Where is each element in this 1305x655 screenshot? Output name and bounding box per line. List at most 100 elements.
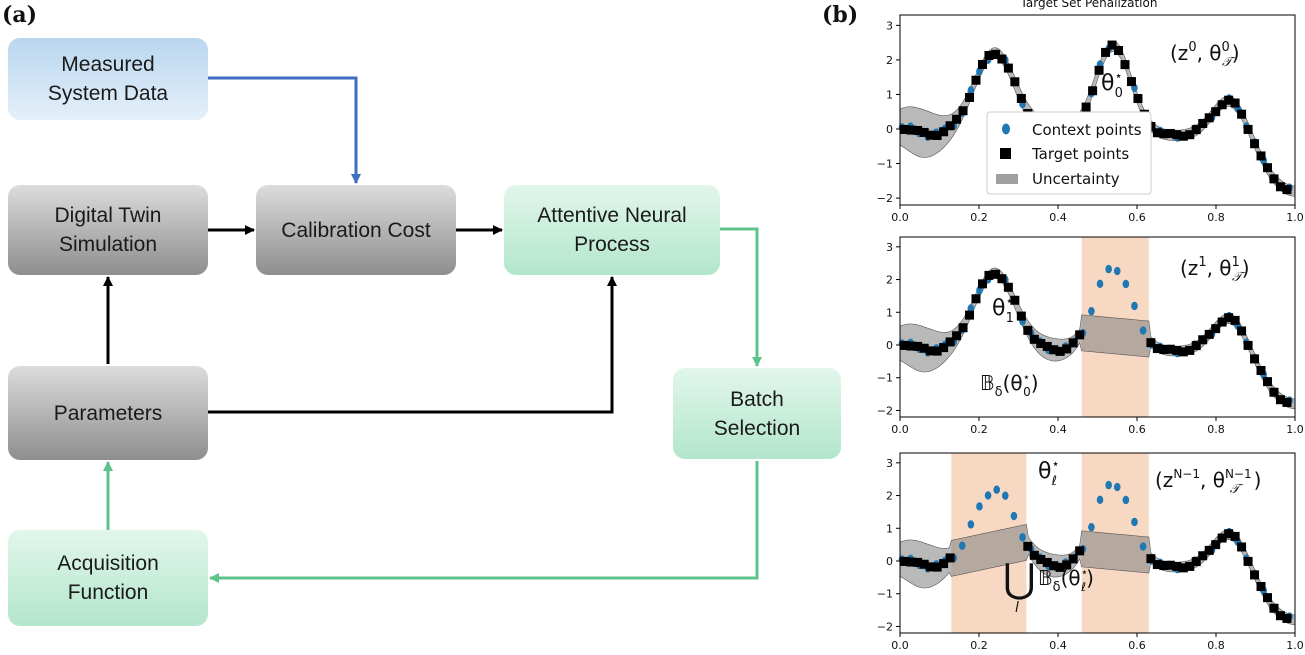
legend-context-label: Context points (1032, 121, 1142, 139)
y-tick-label: −2 (877, 404, 893, 417)
target-point (1075, 330, 1085, 340)
y-tick-label: 3 (886, 19, 893, 32)
target-point (1191, 125, 1201, 135)
target-point (990, 49, 1000, 59)
target-point (1036, 339, 1046, 349)
target-point (919, 127, 929, 137)
target-point (1243, 340, 1253, 350)
target-point (1185, 561, 1195, 571)
digital-twin-simulation-box: Digital Twin Simulation (8, 185, 208, 275)
target-point (1010, 295, 1020, 305)
flow-arrows (103, 76, 762, 583)
target-point (1120, 60, 1130, 70)
x-tick-label: 0.4 (1049, 211, 1067, 224)
target-point (900, 124, 910, 134)
target-point (945, 337, 955, 347)
target-point (1198, 335, 1208, 345)
target-point (1230, 98, 1240, 108)
context-point (1002, 491, 1009, 500)
target-point (1101, 47, 1111, 57)
legend-target-marker (1000, 148, 1011, 159)
context-point (1139, 542, 1147, 551)
target-point (990, 269, 1000, 279)
target-point (1237, 542, 1247, 552)
context-point (1096, 495, 1104, 505)
target-point (1275, 395, 1285, 405)
target-point (1204, 329, 1214, 339)
target-point (1107, 40, 1117, 50)
x-tick-label: 0.4 (1049, 423, 1067, 436)
context-point (1088, 522, 1095, 532)
target-point (997, 54, 1007, 64)
target-point (1263, 377, 1273, 387)
measured-system-data-box: Measured System Data (8, 38, 208, 120)
target-point (913, 557, 923, 567)
context-point (1131, 301, 1138, 311)
target-point (1250, 570, 1260, 580)
target-point (1029, 334, 1039, 344)
target-point (1081, 102, 1091, 112)
target-point (1075, 546, 1085, 556)
target-point (1172, 130, 1182, 140)
target-point (1055, 346, 1065, 356)
panel2-theta-star: θ⋆ 1 (992, 294, 1014, 326)
target-point (1243, 124, 1253, 134)
legend-frame (986, 111, 1152, 195)
target-point (919, 559, 929, 569)
y-tick-label: −1 (877, 588, 893, 601)
legend-uncertainty-label: Uncertainty (1032, 170, 1120, 188)
x-tick-label: 1.0 (1286, 211, 1304, 224)
context-point (967, 86, 975, 95)
target-point (919, 343, 929, 353)
target-point (1243, 556, 1253, 566)
panel3-tag: (zN−1, θN−1 𝒯) (1155, 467, 1261, 497)
x-tick-label: 0.2 (970, 211, 988, 224)
target-point (939, 343, 949, 353)
target-point (958, 323, 968, 333)
target-point (1165, 344, 1175, 354)
context-point (958, 541, 966, 550)
target-point (952, 114, 962, 124)
y-tick-label: 0 (886, 339, 893, 352)
target-point (1263, 163, 1273, 173)
target-point (1204, 113, 1214, 123)
y-tick-label: 1 (886, 522, 893, 535)
y-tick-label: 2 (886, 274, 893, 287)
target-point (1023, 325, 1033, 335)
target-point (971, 75, 981, 85)
plot-frame-1 (899, 14, 1296, 206)
target-point (1230, 315, 1240, 325)
plot-frame-2 (899, 236, 1296, 418)
context-point (1113, 266, 1121, 276)
target-point (1275, 182, 1285, 192)
target-point (1159, 345, 1169, 355)
target-point (1165, 560, 1175, 570)
target-point (1068, 554, 1078, 564)
x-tick-label: 0.8 (1207, 639, 1225, 652)
x-tick-label: 1.0 (1286, 639, 1304, 652)
target-point (1010, 77, 1020, 87)
target-point (1282, 185, 1292, 195)
y-tick-label: 3 (886, 241, 893, 254)
plot-frame-3 (899, 452, 1296, 634)
target-point (1256, 365, 1266, 375)
target-point (1237, 109, 1247, 119)
acquisition-function-box: Acquisition Function (8, 530, 208, 626)
target-point (1217, 317, 1227, 327)
panel3-union: ⋃ (1003, 556, 1036, 602)
target-point (958, 106, 968, 116)
target-point (1146, 554, 1156, 564)
target-point (1237, 326, 1247, 336)
target-point (932, 130, 942, 140)
target-point (945, 121, 955, 131)
target-point (971, 294, 981, 304)
target-point (1191, 341, 1201, 351)
target-point (913, 125, 923, 135)
x-tick-label: 0.8 (1207, 211, 1225, 224)
target-point (1282, 613, 1292, 623)
plot-title: Target Set Penalization (1020, 0, 1158, 10)
target-point (1042, 341, 1052, 351)
target-point (1269, 174, 1279, 184)
x-tick-label: 0.6 (1128, 211, 1146, 224)
target-point (1152, 344, 1162, 354)
